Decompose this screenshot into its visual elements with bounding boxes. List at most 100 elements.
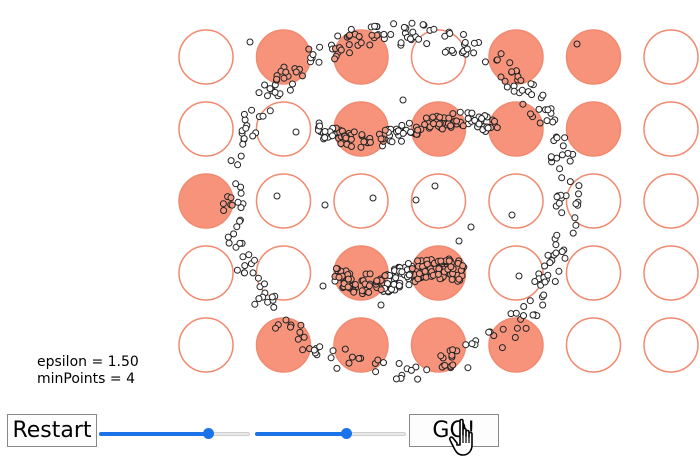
minpoints-slider[interactable] [255, 426, 406, 442]
data-point [337, 46, 345, 54]
data-point [380, 359, 387, 367]
data-point [522, 324, 530, 332]
data-point [484, 124, 492, 132]
data-point [355, 355, 363, 362]
data-point [360, 138, 368, 146]
data-point [551, 278, 559, 285]
epsilon-slider[interactable] [99, 426, 250, 442]
data-point [540, 291, 548, 299]
data-point [497, 50, 505, 58]
data-point [315, 58, 323, 66]
data-point [414, 257, 422, 265]
data-point [357, 143, 365, 151]
data-point [350, 288, 358, 296]
data-point [228, 201, 236, 209]
data-point [280, 74, 288, 82]
cluster-circle-empty [255, 173, 312, 229]
cluster-circle-filled [565, 101, 622, 157]
cluster-circle-empty [178, 317, 234, 373]
data-point [552, 249, 560, 257]
data-point [266, 107, 274, 115]
data-point [329, 132, 336, 140]
data-point [261, 280, 268, 288]
data-point [493, 124, 501, 132]
data-point [423, 366, 431, 374]
data-point [332, 265, 340, 272]
data-point [415, 35, 423, 43]
restart-button[interactable]: Restart [7, 414, 97, 447]
cluster-circle-filled [565, 29, 622, 85]
data-point [236, 217, 244, 225]
cluster-circle-empty [643, 173, 699, 229]
data-point [346, 49, 353, 57]
data-point [348, 353, 356, 361]
data-point [369, 194, 377, 202]
data-point [271, 88, 279, 96]
data-point [423, 260, 431, 268]
data-point [414, 375, 422, 383]
data-point [296, 328, 304, 336]
data-point [346, 31, 354, 39]
data-point [517, 77, 525, 84]
data-point [400, 23, 408, 31]
data-point [374, 356, 382, 364]
minpoints-slider-thumb[interactable] [340, 428, 352, 439]
data-point [449, 346, 457, 354]
epsilon-slider-thumb[interactable] [202, 428, 214, 439]
data-point [464, 115, 472, 123]
data-point [227, 194, 235, 202]
data-point [397, 39, 405, 47]
cluster-circle-empty [643, 245, 699, 301]
data-point [419, 21, 427, 29]
data-point [555, 267, 563, 275]
data-point [335, 273, 343, 281]
data-point [493, 56, 501, 64]
data-point [344, 275, 352, 283]
data-point [478, 115, 486, 122]
data-point [561, 254, 569, 262]
data-point [539, 301, 547, 309]
data-point [245, 251, 253, 259]
data-point [237, 152, 245, 160]
data-point [347, 135, 355, 143]
data-point [447, 263, 455, 271]
data-point [292, 128, 300, 136]
data-point [224, 233, 232, 241]
data-point [555, 199, 563, 207]
data-point [341, 345, 349, 353]
data-point [468, 340, 476, 348]
data-point [448, 351, 456, 359]
data-point [553, 134, 561, 142]
data-point [541, 278, 549, 286]
data-point [531, 278, 539, 285]
data-point [535, 105, 543, 113]
data-point [395, 282, 403, 290]
data-point [453, 117, 461, 125]
data-point [309, 51, 317, 59]
data-point [423, 40, 431, 48]
data-point [539, 91, 547, 99]
data-point [371, 22, 379, 30]
data-point [366, 138, 374, 146]
data-point [553, 231, 561, 239]
data-point [519, 100, 527, 108]
data-point [377, 286, 385, 294]
data-point [437, 352, 445, 360]
data-point [399, 96, 407, 104]
cluster-circle-empty [178, 29, 234, 85]
cluster-circle-empty [488, 173, 544, 229]
cluster-circle-empty [643, 29, 699, 85]
data-point [464, 364, 472, 372]
data-point [239, 140, 247, 148]
data-point [233, 266, 241, 274]
data-point [571, 214, 579, 222]
data-point [536, 119, 544, 127]
data-points [219, 19, 583, 383]
data-point [380, 30, 388, 38]
data-point [497, 73, 505, 81]
cluster-circle-empty [488, 245, 544, 301]
data-point [429, 113, 437, 121]
data-point [251, 256, 258, 264]
data-point [345, 41, 353, 49]
cluster-circle-empty [178, 245, 234, 301]
